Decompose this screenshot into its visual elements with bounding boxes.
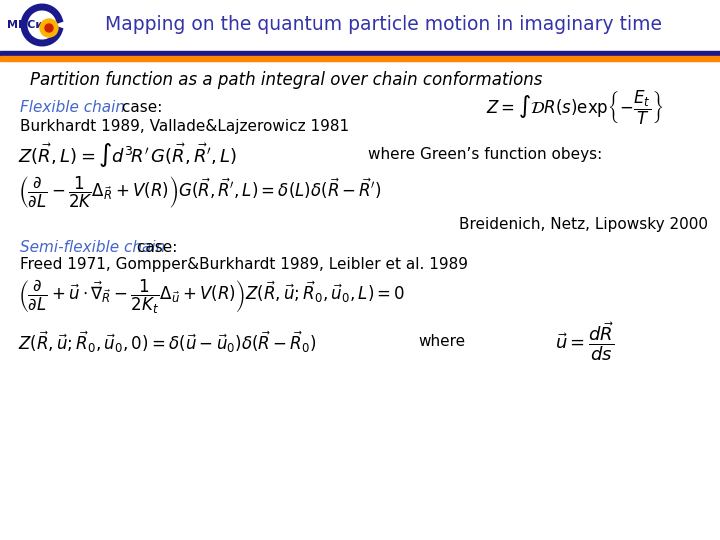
Bar (0, 51, 720, 56)
Text: Semi-flexible chain: Semi-flexible chain (20, 240, 166, 254)
Text: $Z(\vec{R},\vec{u};\vec{R}_0,\vec{u}_0,0) = \delta(\vec{u}-\vec{u}_0)\delta(\vec: $Z(\vec{R},\vec{u};\vec{R}_0,\vec{u}_0,0… (18, 329, 317, 355)
Text: $Z = \int \mathcal{D}R(s)\exp\!\left\{-\dfrac{E_t}{T}\right\}$: $Z = \int \mathcal{D}R(s)\exp\!\left\{-\… (487, 89, 664, 127)
Text: МИСиС: МИСиС (7, 20, 51, 30)
Bar (0, 56, 720, 61)
Circle shape (45, 24, 53, 32)
Text: Mapping on the quantum particle motion in imaginary time: Mapping on the quantum particle motion i… (105, 16, 662, 35)
Text: Breidenich, Netz, Lipowsky 2000: Breidenich, Netz, Lipowsky 2000 (459, 218, 708, 233)
Text: Burkhardt 1989, Vallade&Lajzerowicz 1981: Burkhardt 1989, Vallade&Lajzerowicz 1981 (20, 119, 349, 134)
Text: $\vec{u} = \dfrac{d\vec{R}}{ds}$: $\vec{u} = \dfrac{d\vec{R}}{ds}$ (555, 321, 614, 363)
Text: $\left(\dfrac{\partial}{\partial L} - \dfrac{1}{2K}\Delta_{\vec{R}} + V(R)\right: $\left(\dfrac{\partial}{\partial L} - \d… (18, 174, 382, 210)
Circle shape (40, 19, 58, 37)
Text: case:: case: (132, 240, 177, 254)
Text: Flexible chain: Flexible chain (20, 100, 125, 116)
Bar (0, 0, 720, 50)
Text: $\left(\dfrac{\partial}{\partial L} + \vec{u}\cdot\vec{\nabla}_{\vec{R}} - \dfra: $\left(\dfrac{\partial}{\partial L} + \v… (18, 278, 405, 316)
Text: case:: case: (117, 100, 163, 116)
Text: Partition function as a path integral over chain conformations: Partition function as a path integral ov… (30, 71, 542, 89)
Text: $Z(\vec{R},L)=\int d^3\!R'\,G(\vec{R},\vec{R}',L)$: $Z(\vec{R},L)=\int d^3\!R'\,G(\vec{R},\v… (18, 141, 237, 169)
Text: Freed 1971, Gompper&Burkhardt 1989, Leibler et al. 1989: Freed 1971, Gompper&Burkhardt 1989, Leib… (20, 258, 468, 273)
Text: where Green’s function obeys:: where Green’s function obeys: (368, 147, 602, 163)
Text: where: where (418, 334, 465, 349)
